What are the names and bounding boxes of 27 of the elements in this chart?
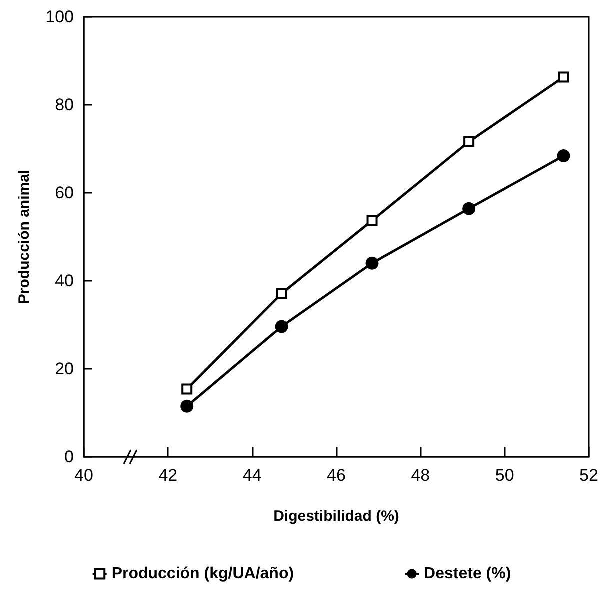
legend-label: Producción (kg/UA/año) (112, 566, 294, 582)
y-tick-label: 100 (46, 8, 74, 26)
point (366, 256, 379, 270)
y-tick-label: 40 (55, 272, 74, 290)
point (558, 72, 570, 83)
y-tick-label: 80 (55, 96, 74, 114)
x-tick-label: 44 (242, 466, 262, 485)
point (366, 215, 378, 226)
x-tick-label: 42 (158, 466, 178, 485)
point (557, 150, 570, 163)
y-axis-title: Producción animal (16, 170, 33, 304)
y-tick-label: 60 (55, 184, 74, 202)
point (182, 384, 193, 395)
x-tick-label: 46 (327, 466, 346, 485)
x-tick-label: 52 (580, 466, 598, 485)
y-tick-label: 0 (64, 448, 74, 466)
x-tick-label: 50 (495, 466, 514, 485)
x-tick-label: 40 (74, 466, 94, 485)
point (276, 288, 288, 300)
point (180, 400, 194, 413)
legend-label: Destete (%) (424, 566, 512, 582)
point (275, 320, 288, 334)
point (464, 136, 475, 148)
x-axis-title: Digestibilidad (%) (274, 508, 400, 525)
y-tick-label: 20 (55, 360, 74, 378)
x-tick-label: 48 (411, 466, 430, 485)
point (462, 202, 476, 216)
